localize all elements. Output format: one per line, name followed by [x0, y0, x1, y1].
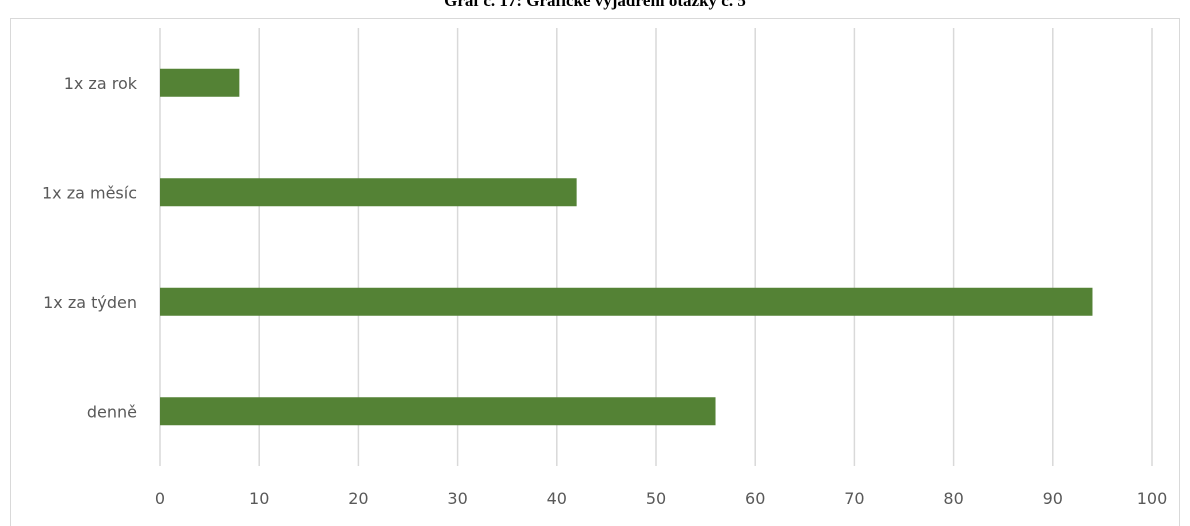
x-tick-label: 0	[155, 489, 165, 508]
x-tick-label: 30	[447, 489, 467, 508]
x-tick-label: 60	[745, 489, 765, 508]
category-label: denně	[87, 402, 137, 421]
bar	[160, 178, 577, 207]
category-label: 1x za rok	[64, 74, 138, 93]
category-labels: denně 1x za týden 1x za měsíc 1x za rok	[42, 74, 138, 422]
bar	[160, 397, 716, 426]
category-label: 1x za týden	[43, 293, 137, 312]
x-tick-label: 20	[348, 489, 368, 508]
chart-title: Graf č. 17: Grafické vyjádření otázky č.…	[444, 0, 746, 10]
bar	[160, 68, 240, 97]
x-tick-label: 70	[844, 489, 864, 508]
x-tick-label: 10	[249, 489, 269, 508]
x-tick-label: 80	[943, 489, 963, 508]
chart-frame	[10, 18, 1180, 526]
x-tick-label: 90	[1043, 489, 1063, 508]
category-label: 1x za měsíc	[42, 183, 137, 202]
x-tick-label: 100	[1137, 489, 1168, 508]
x-tick-label: 40	[547, 489, 567, 508]
x-tick-labels: 0 10 20 30 40 50 60 70 80 90 100	[155, 489, 1167, 508]
bar	[160, 287, 1093, 316]
gridlines	[159, 28, 1153, 466]
x-tick-label: 50	[646, 489, 666, 508]
bars	[160, 68, 1093, 426]
